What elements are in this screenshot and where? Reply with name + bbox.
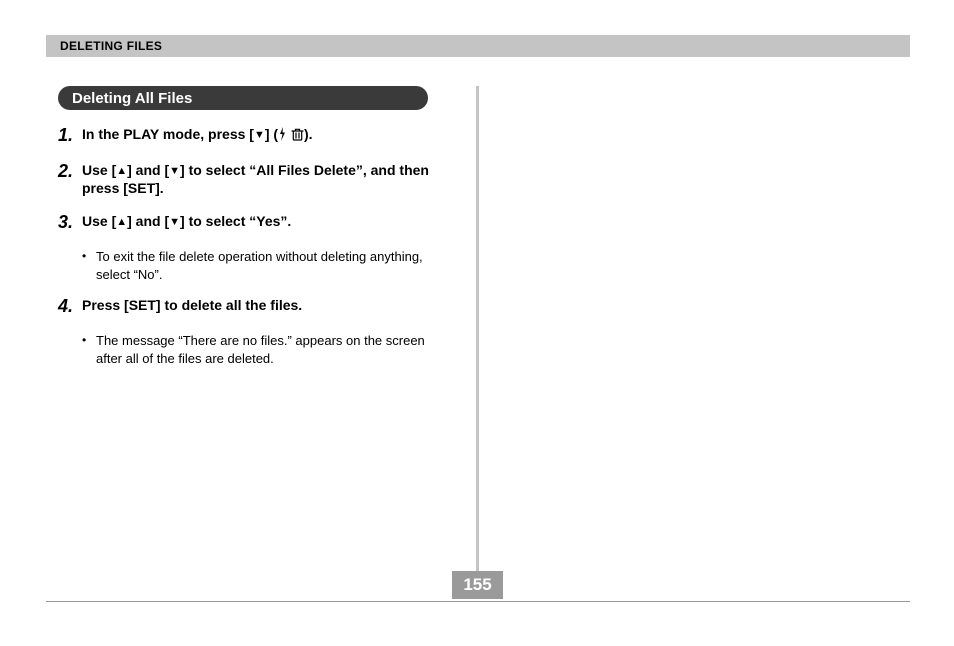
column-divider: [476, 86, 479, 572]
page-number: 155: [463, 575, 491, 595]
text-part: ] and [: [127, 213, 169, 229]
bullet-text: To exit the file delete operation withou…: [96, 248, 453, 284]
step-4: 4. Press [SET] to delete all the files.: [58, 296, 453, 318]
step-3-bullet: • To exit the file delete operation with…: [82, 248, 453, 284]
bullet-dot: •: [82, 248, 96, 265]
flash-icon: [278, 127, 287, 146]
step-number: 4.: [58, 296, 80, 318]
text-part: ] and [: [127, 162, 169, 178]
down-triangle-icon: ▼: [169, 165, 180, 177]
trash-icon: [291, 127, 304, 146]
bottom-rule: [46, 601, 910, 602]
section-title: Deleting All Files: [72, 90, 192, 107]
page-number-box: 155: [452, 571, 503, 599]
section-pill: Deleting All Files: [58, 86, 428, 110]
text-part: Use [: [82, 162, 116, 178]
step-body: Use [▲] and [▼] to select “All Files Del…: [80, 161, 453, 199]
step-body: In the PLAY mode, press [▼] ( ).: [80, 125, 453, 146]
step-3: 3. Use [▲] and [▼] to select “Yes”.: [58, 212, 453, 234]
up-triangle-icon: ▲: [116, 165, 127, 177]
content-column: 1. In the PLAY mode, press [▼] ( ). 2. U…: [58, 125, 453, 380]
step-body: Use [▲] and [▼] to select “Yes”.: [80, 212, 453, 231]
chapter-header-bar: DELETING FILES: [46, 35, 910, 57]
bullet-dot: •: [82, 332, 96, 349]
text-part: ] to select “Yes”.: [180, 213, 291, 229]
step-1: 1. In the PLAY mode, press [▼] ( ).: [58, 125, 453, 147]
bullet-text: The message “There are no files.” appear…: [96, 332, 453, 368]
step-4-bullet: • The message “There are no files.” appe…: [82, 332, 453, 368]
up-triangle-icon: ▲: [116, 216, 127, 228]
down-triangle-icon: ▼: [169, 216, 180, 228]
step-text: In the PLAY mode, press [▼] ( ).: [82, 125, 453, 146]
step-text: Use [▲] and [▼] to select “Yes”.: [82, 212, 453, 231]
step-text: Press [SET] to delete all the files.: [82, 296, 453, 315]
manual-page: DELETING FILES Deleting All Files 1. In …: [0, 0, 954, 646]
step-number: 2.: [58, 161, 80, 183]
text-part: ] (: [265, 126, 278, 142]
step-text: Use [▲] and [▼] to select “All Files Del…: [82, 161, 453, 199]
step-body: Press [SET] to delete all the files.: [80, 296, 453, 315]
step-number: 3.: [58, 212, 80, 234]
text-part: Use [: [82, 213, 116, 229]
text-part: ).: [304, 126, 313, 142]
step-number: 1.: [58, 125, 80, 147]
text-part: In the PLAY mode, press [: [82, 126, 254, 142]
step-2: 2. Use [▲] and [▼] to select “All Files …: [58, 161, 453, 199]
down-triangle-icon: ▼: [254, 129, 265, 141]
chapter-header-title: DELETING FILES: [60, 39, 162, 53]
